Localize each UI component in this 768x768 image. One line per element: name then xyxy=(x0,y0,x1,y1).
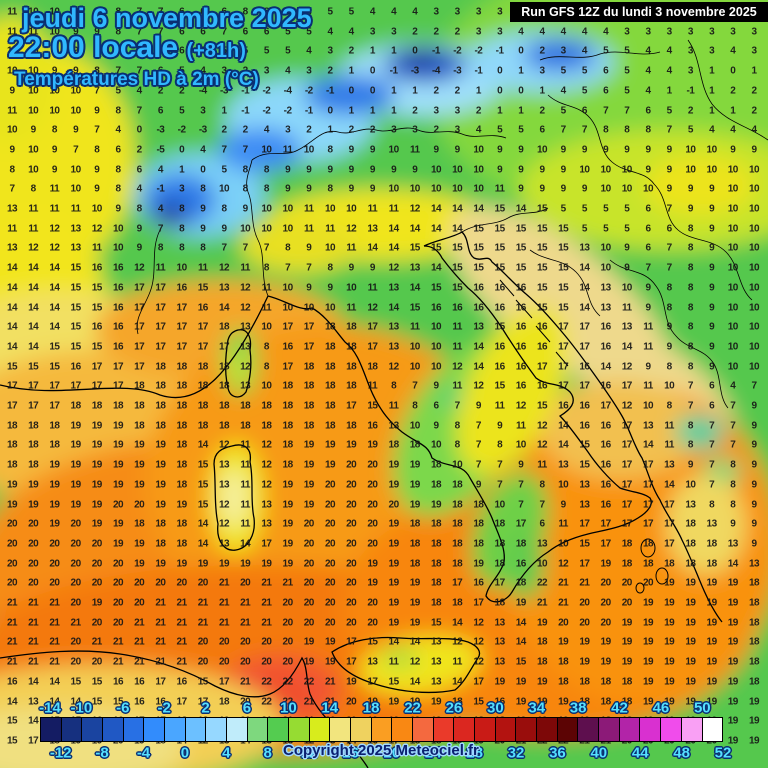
time-label: 22:00 locale (+81h) xyxy=(8,32,312,64)
scale-cell xyxy=(247,718,269,741)
run-info-box: Run GFS 12Z du lundi 3 novembre 2025 xyxy=(510,2,768,22)
scale-cell xyxy=(103,718,124,741)
scale-cell xyxy=(578,718,600,741)
scale-tick-label: 20 xyxy=(383,744,401,762)
scale-cell xyxy=(433,718,455,741)
scale-cell xyxy=(41,718,62,741)
scale-cell xyxy=(454,718,476,741)
scale-tick-label: 48 xyxy=(673,744,690,762)
scale-tick-label: 38 xyxy=(569,699,587,717)
scale-tick-label: 18 xyxy=(362,699,380,717)
scale-cell xyxy=(268,718,290,741)
scale-tick-label: -2 xyxy=(157,699,171,717)
scale-tick-label: 46 xyxy=(652,699,670,717)
scale-tick-label: -6 xyxy=(116,699,130,717)
scale-cell xyxy=(495,718,517,741)
scale-cell xyxy=(61,718,83,741)
scale-cell xyxy=(619,718,641,741)
country-borders xyxy=(136,39,768,409)
scale-tick-label: 50 xyxy=(693,699,711,717)
scale-tick-label: 10 xyxy=(280,699,297,717)
scale-cell xyxy=(640,718,662,741)
scale-tick-label: 52 xyxy=(714,744,732,762)
scale-tick-label: 44 xyxy=(631,744,649,762)
forecast-hour-label: (+81h) xyxy=(186,40,246,63)
color-scale-bar xyxy=(40,717,723,742)
scale-cell xyxy=(681,718,703,741)
scale-cell xyxy=(516,718,538,741)
map-header: jeudi 6 novembre 2025 22:00 locale (+81h… xyxy=(8,4,312,90)
scale-tick-label: 30 xyxy=(486,699,504,717)
scale-cell xyxy=(227,718,248,741)
scale-tick-label: -12 xyxy=(49,744,72,762)
scale-tick-label: 32 xyxy=(507,744,525,762)
scale-cell xyxy=(330,718,352,741)
scale-cell xyxy=(82,718,104,741)
scale-cell xyxy=(289,718,310,741)
scale-tick-label: -4 xyxy=(136,744,151,762)
scale-tick-label: 40 xyxy=(590,744,608,762)
scale-tick-label: 0 xyxy=(180,744,190,762)
scale-cell xyxy=(371,718,393,741)
copyright-label: Copyright 2025 Meteociel.fr xyxy=(283,742,479,759)
scale-cell xyxy=(599,718,620,741)
local-time-label: 22:00 locale xyxy=(8,31,179,65)
scale-cell xyxy=(206,718,228,741)
scale-cell xyxy=(351,718,372,741)
scale-tick-label: 6 xyxy=(242,699,252,717)
scale-tick-label: 4 xyxy=(222,744,231,762)
scale-tick-label: 12 xyxy=(300,744,318,762)
scale-cell xyxy=(165,718,186,741)
parameter-label: Températures HD à 2m (°C) xyxy=(14,68,259,90)
scale-tick-label: 28 xyxy=(466,744,483,762)
scale-cell xyxy=(537,718,558,741)
scale-cell xyxy=(661,718,682,741)
scale-cell xyxy=(392,718,414,741)
scale-tick-label: 22 xyxy=(404,699,421,717)
run-info-label: Run GFS 12Z du lundi 3 novembre 2025 xyxy=(521,5,757,19)
scale-cell xyxy=(702,718,723,741)
scale-tick-label: -14 xyxy=(39,699,61,717)
scale-cell xyxy=(309,718,331,741)
scale-cell xyxy=(475,718,496,741)
scale-tick-label: -8 xyxy=(95,744,109,762)
scale-tick-label: -10 xyxy=(70,699,93,717)
scale-tick-label: 8 xyxy=(263,744,272,762)
scale-cell xyxy=(413,718,434,741)
scale-tick-label: 16 xyxy=(342,744,359,762)
scale-cell xyxy=(185,718,207,741)
scale-cell xyxy=(123,718,145,741)
scale-cell xyxy=(557,718,579,741)
date-label: jeudi 6 novembre 2025 xyxy=(22,3,312,33)
scale-tick-label: 2 xyxy=(201,699,210,717)
scale-tick-label: 42 xyxy=(611,699,628,717)
scale-tick-label: 14 xyxy=(321,699,339,717)
scale-tick-label: 24 xyxy=(424,744,442,762)
scale-tick-label: 34 xyxy=(528,699,546,717)
scale-tick-label: 36 xyxy=(549,744,566,762)
scale-cell xyxy=(144,718,166,741)
scale-tick-label: 26 xyxy=(445,699,463,717)
